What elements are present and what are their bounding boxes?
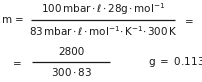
Text: 100$\,$mbar$\,$$\cdot$$\,$$\ell$$\,$$\cdot\,$28g$\,$$\cdot\,$mol$^{-1}$: 100$\,$mbar$\,$$\cdot$$\,$$\ell$$\,$$\cd… (41, 1, 164, 17)
Text: 300$\,$$\cdot\,$83: 300$\,$$\cdot\,$83 (50, 66, 91, 78)
Text: 83$\,$mbar$\,$$\cdot$$\,$$\ell$$\,$$\cdot\,$mol$^{-1}$$\cdot\,$K$^{-1}$$\cdot\,$: 83$\,$mbar$\,$$\cdot$$\,$$\ell$$\,$$\cdo… (28, 24, 176, 38)
Text: g $=$ 0.113$\,$g: g $=$ 0.113$\,$g (147, 55, 202, 69)
Text: m$\,$$=$: m$\,$$=$ (1, 15, 25, 25)
Text: $=$: $=$ (10, 57, 22, 67)
Text: 2800: 2800 (58, 47, 84, 57)
Text: $=$: $=$ (181, 15, 193, 25)
